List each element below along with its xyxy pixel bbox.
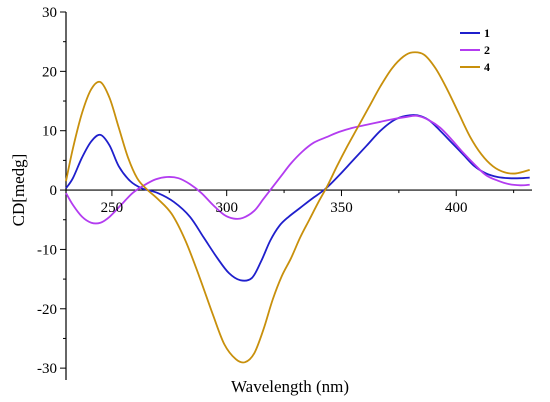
legend-label-2: 2 — [484, 43, 490, 57]
y-axis-title: CD[medg] — [9, 154, 28, 227]
x-tick-label: 400 — [445, 200, 468, 216]
y-tick-label: 0 — [50, 183, 58, 199]
x-axis-title: Wavelength (nm) — [231, 377, 349, 396]
x-tick-label: 300 — [215, 200, 238, 216]
series-line-1 — [65, 114, 530, 282]
y-tick-label: -20 — [37, 302, 57, 318]
y-tick-label: -10 — [37, 242, 57, 258]
y-tick-label: -30 — [37, 361, 57, 377]
tick-labels: -30 -20 -10 0 10 20 30 250 300 350 400 — [37, 5, 467, 377]
series-line-4 — [65, 51, 530, 364]
y-tick-label: 30 — [42, 5, 57, 21]
x-tick-label: 250 — [101, 200, 124, 216]
series-line-2 — [65, 114, 530, 225]
x-tick-label: 350 — [330, 200, 353, 216]
y-tick-label: 10 — [42, 124, 57, 140]
series-layer — [65, 51, 530, 364]
legend-label-1: 1 — [484, 26, 490, 40]
legend: 1 2 4 — [460, 26, 490, 74]
y-tick-label: 20 — [42, 64, 57, 80]
axes — [60, 11, 532, 380]
legend-label-4: 4 — [484, 60, 490, 74]
